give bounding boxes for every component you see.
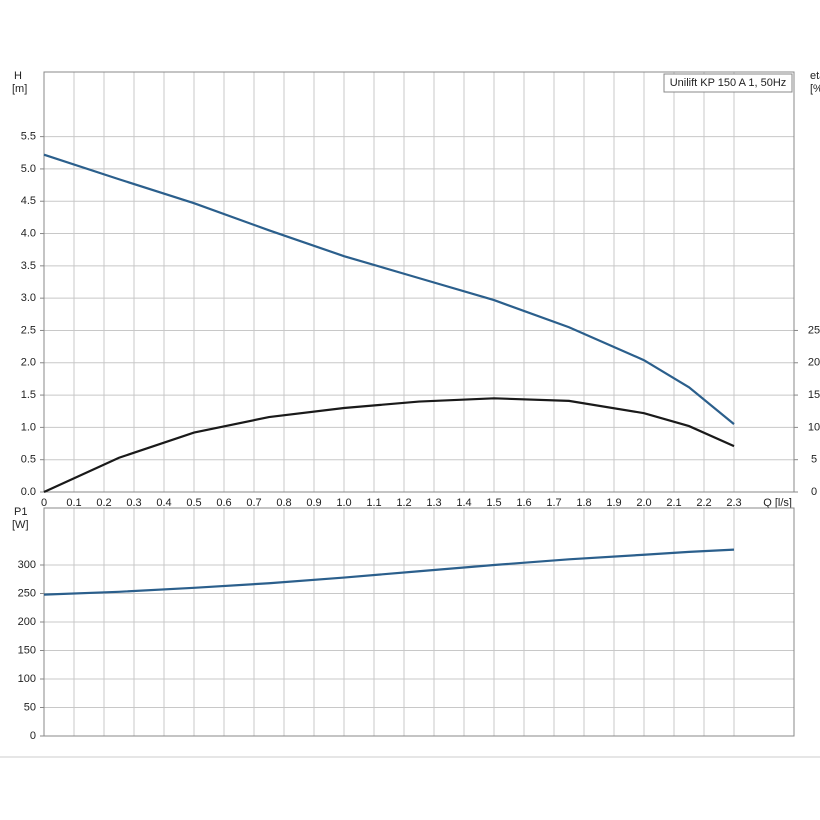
y-tick-label: 4.5 [21,195,36,207]
y-tick-label: 2.5 [21,324,36,336]
x-tick-label: 0.1 [66,497,81,509]
plot-frame [43,71,795,493]
curve [43,397,735,494]
y-tick-label: 150 [18,644,36,656]
y-label: H [14,70,22,82]
y-tick-label: 3.5 [21,260,36,272]
y2-unit: [%] [810,83,820,95]
y-tick-label: 300 [18,559,36,571]
x-tick-label: 1.1 [366,497,381,509]
y-tick-label: 100 [18,673,36,685]
x-label: Q [l/s] [763,497,792,509]
legend-box [663,73,793,93]
y-unit: [m] [12,83,27,95]
x-tick-label: 0.2 [96,497,111,509]
x-tick-label: 0 [41,497,47,509]
y2-tick-label: 10 [808,421,820,433]
legend-text: Unilift KP 150 A 1, 50Hz [670,77,787,89]
x-tick-label: 0.5 [186,497,201,509]
x-tick-label: 1.3 [426,497,441,509]
y-tick-label: 50 [24,701,36,713]
y-tick-label: 2.0 [21,357,36,369]
y-tick-label: 1.0 [21,421,36,433]
y2-label: eta [810,70,820,82]
x-tick-label: 1.7 [546,497,561,509]
y-label: P1 [14,506,27,518]
x-tick-label: 0.4 [156,497,171,509]
y-tick-label: 0 [30,730,36,742]
x-tick-label: 2.2 [696,497,711,509]
x-tick-label: 2.1 [666,497,681,509]
x-tick-label: 1.8 [576,497,591,509]
y-tick-label: 0.0 [21,486,36,498]
curve [43,548,735,596]
y2-tick-label: 25 [808,324,820,336]
y-tick-label: 1.5 [21,389,36,401]
x-tick-label: 0.6 [216,497,231,509]
x-tick-label: 1.6 [516,497,531,509]
x-tick-label: 0.7 [246,497,261,509]
x-tick-label: 1.5 [486,497,501,509]
y-unit: [W] [12,519,29,531]
x-tick-label: 1.4 [456,497,471,509]
y-tick-label: 5.0 [21,163,36,175]
curve [43,153,735,426]
x-tick-label: 2.0 [636,497,651,509]
y-tick-label: 200 [18,616,36,628]
x-tick-label: 2.3 [726,497,741,509]
y-tick-label: 4.0 [21,227,36,239]
x-tick-label: 1.9 [606,497,621,509]
y-tick-label: 0.5 [21,454,36,466]
y2-tick-label: 5 [811,454,817,466]
y2-tick-label: 0 [811,486,817,498]
y2-tick-label: 15 [808,389,820,401]
x-tick-label: 1.0 [336,497,351,509]
x-tick-label: 0.9 [306,497,321,509]
y-tick-label: 5.5 [21,131,36,143]
y2-tick-label: 20 [808,357,820,369]
x-tick-label: 1.2 [396,497,411,509]
plot-frame [43,507,795,737]
y-tick-label: 3.0 [21,292,36,304]
y-tick-label: 250 [18,587,36,599]
x-tick-label: 0.8 [276,497,291,509]
x-tick-label: 0.3 [126,497,141,509]
